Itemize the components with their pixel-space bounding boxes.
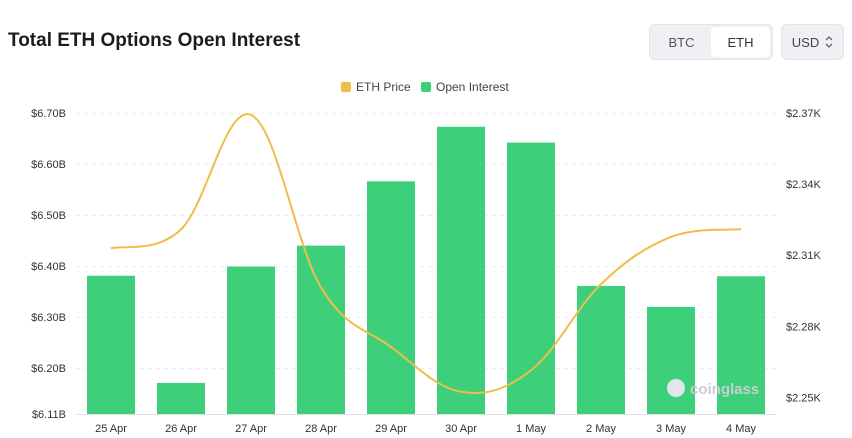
eth-price-point[interactable] [669,235,673,239]
legend-open-interest-label[interactable]: Open Interest [436,80,509,94]
currency-select[interactable]: USD [781,24,844,60]
open-interest-bar[interactable] [297,245,345,414]
open-interest-bar[interactable] [717,276,765,414]
eth-price-point[interactable] [109,246,113,250]
x-axis-tick-label: 30 Apr [445,423,477,435]
page-title: Total ETH Options Open Interest [8,30,301,51]
btc-tab[interactable]: BTC [668,34,695,50]
coinglass-watermark: coinglass [667,379,759,398]
eth-tab[interactable]: ETH [711,27,770,57]
x-axis-tick-label: 3 May [656,423,686,435]
chart-legend: ETH Price Open Interest [341,80,509,94]
right-axis-tick-label: $2.31K [786,250,822,262]
x-axis-tick-label: 28 Apr [305,423,337,435]
left-axis-tick-label: $6.70B [31,108,66,120]
open-interest-bar[interactable] [157,382,205,414]
eth-price-point[interactable] [459,390,463,394]
right-axis-tick-label: $2.28K [786,321,822,333]
asset-toggle: BTC ETH [649,24,773,60]
left-axis-tick-label: $6.11B [32,409,66,421]
eth-price-point[interactable] [319,285,323,289]
eth-price-point[interactable] [179,227,183,231]
eth-price-point[interactable] [739,227,743,231]
open-interest-bar[interactable] [577,285,625,414]
eth-price-point[interactable] [599,282,603,286]
left-axis-tick-label: $6.40B [31,261,66,273]
x-axis-tick-label: 29 Apr [375,423,407,435]
x-axis-tick-label: 1 May [516,423,546,435]
eth-price-point[interactable] [249,113,253,117]
open-interest-bar[interactable] [367,181,415,414]
eth-price-line[interactable] [110,113,742,394]
x-axis-tick-label: 2 May [586,423,616,435]
x-axis-tick-label: 27 Apr [235,423,267,435]
left-axis-tick-label: $6.50B [31,210,66,222]
currency-label: USD [791,34,820,50]
legend-eth-price-label[interactable]: ETH Price [356,80,411,94]
x-axis-tick-label: 26 Apr [165,423,197,435]
x-axis-tick-label: 25 Apr [95,423,127,435]
right-axis-tick-label: $2.25K [786,392,822,404]
open-interest-bar[interactable] [227,266,275,414]
left-axis-tick-label: $6.20B [31,363,66,375]
open-interest-bar[interactable] [507,142,555,414]
open-interest-bar[interactable] [437,126,485,415]
left-axis-tick-label: $6.60B [31,159,66,171]
right-axis-tick-label: $2.37K [786,108,822,120]
left-axis-tick-label: $6.30B [31,312,66,324]
eth-price-point[interactable] [529,368,533,372]
open-interest-bar[interactable] [87,275,135,414]
watermark-text: coinglass [690,381,759,398]
open-interest-bar[interactable] [647,306,695,414]
right-axis-tick-label: $2.34K [786,179,822,191]
legend-eth-price-swatch[interactable] [341,82,351,92]
updown-chevron-icon [825,35,833,49]
legend-open-interest-swatch[interactable] [421,82,431,92]
x-axis-tick-label: 4 May [726,423,756,435]
eth-price-point[interactable] [389,345,393,349]
